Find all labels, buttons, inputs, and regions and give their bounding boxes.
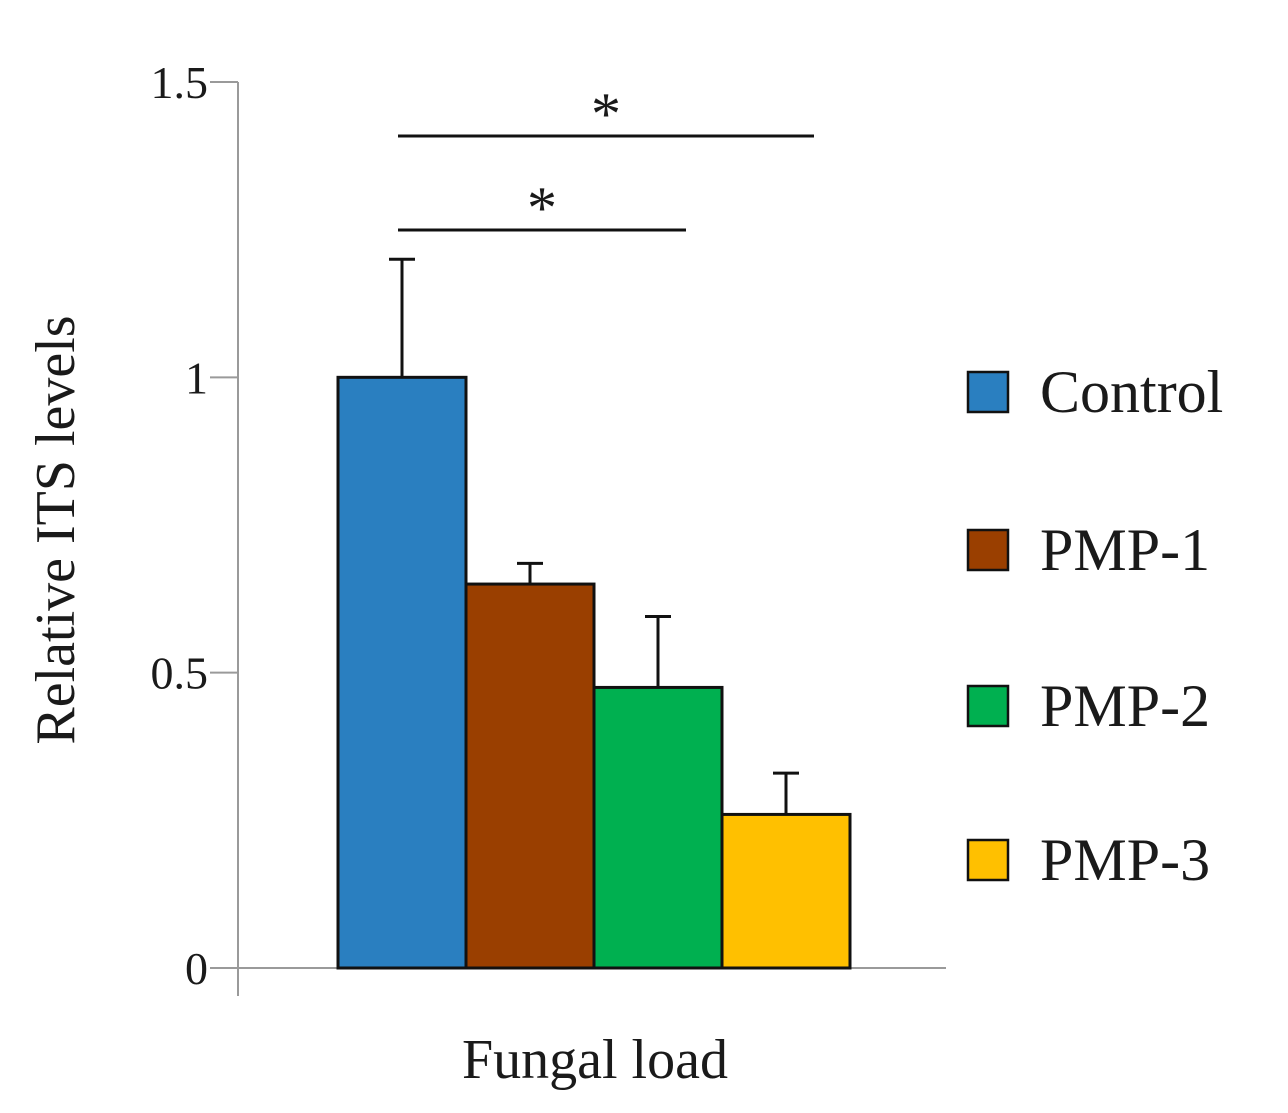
legend-label-control: Control [1040,359,1223,425]
y-axis-label: Relative ITS levels [25,315,87,744]
bar-pmp-3 [720,812,852,970]
y-axis-ticks: 0 0.5 1 1.5 [151,57,238,994]
y-tick-label: 1.5 [151,57,209,108]
bar-series [336,257,852,970]
significance-annotations: ** [398,81,814,241]
significance-star: * [527,175,557,241]
y-tick-label: 0.5 [151,648,209,699]
y-tick-label: 1 [185,352,208,403]
significance-star: * [591,81,621,147]
legend-label-pmp-2: PMP-2 [1040,673,1210,739]
legend-label-pmp-1: PMP-1 [1040,517,1210,583]
legend-label-pmp-3: PMP-3 [1040,827,1210,893]
legend-swatch-pmp-3 [966,838,1010,882]
chart-axes: 0 0.5 1 1.5 [151,57,946,996]
x-axis-label: Fungal load [462,1029,728,1091]
legend-swatch-pmp-1 [966,528,1010,572]
bar-pmp-2 [592,685,724,970]
y-tick-label: 0 [185,943,208,994]
legend-swatch-control [966,370,1010,414]
legend-swatch-pmp-2 [966,684,1010,728]
chart-legend: Control PMP-1 PMP-2 PMP-3 [966,359,1223,893]
bar-control [336,375,468,970]
bar-pmp-1 [464,582,596,970]
